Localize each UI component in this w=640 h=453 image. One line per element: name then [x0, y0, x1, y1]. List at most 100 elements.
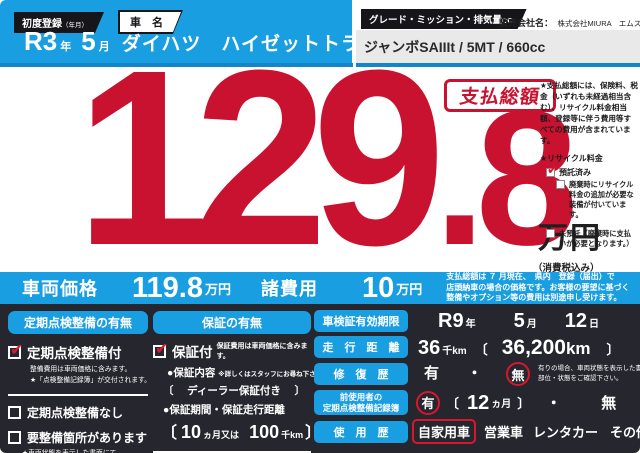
maintenance-with-row: ✔ 定期点検整備付: [8, 342, 148, 362]
warranty-content-label: ●保証内容: [167, 367, 216, 379]
recycle-fee-title: ★リサイクル料金: [540, 154, 603, 163]
record-months-unit: ヵ月: [491, 399, 512, 411]
maintenance-divider: [8, 394, 148, 397]
fees-unit: 万円: [396, 281, 423, 297]
bracket-open: 〔: [161, 425, 178, 442]
fees-value: 10: [362, 271, 395, 304]
mileage-row: 走 行 距 離 36 千km 〔 36,200 km 〕: [314, 336, 636, 358]
vehicle-details: 車検証有効期限 R9 年 5 月 12 日 走 行 距 離 36 千km 〔 3…: [314, 310, 640, 448]
first-reg-year: R3: [24, 26, 58, 56]
price-row-note: 支払総額は ７ 月現在、 県内 登録（届出）で 店頭納車の場合の価格です。お客様…: [446, 272, 629, 304]
price-row-note-line2: 店頭納車の場合の価格です。お客様の要望に基づく: [446, 282, 630, 292]
mileage-thousand-unit: 千km: [442, 345, 467, 357]
vehicle-price-value: 119.8: [132, 271, 203, 304]
warranty-panel-title: 保証の有無: [153, 311, 311, 334]
seller-label: 販売会社名：: [499, 18, 554, 28]
seller-name: 株式会社MIURA エムステーション: [557, 19, 640, 28]
warranty-km-unit: 千km: [281, 430, 304, 440]
fees-label: 諸費用: [261, 279, 318, 299]
maintenance-needs-checkbox[interactable]: [8, 431, 21, 445]
bracket-close: 〕: [517, 396, 531, 412]
maintenance-without-checkbox[interactable]: [8, 406, 21, 420]
repair-no-selected-circle: 無: [506, 362, 531, 386]
bracket-open: 〔: [474, 341, 488, 357]
usage-option-rental: レンタカー: [533, 425, 599, 441]
first-registration-badge-sub: （年月）: [62, 22, 88, 29]
maintenance-with-note1: 整備費用は車両価格に含みます。: [30, 366, 132, 373]
first-reg-month: 5: [81, 26, 96, 56]
warranty-divider: [153, 451, 311, 453]
total-price-decimal: .8: [434, 70, 578, 285]
total-price-unit: 万円: [538, 222, 602, 255]
mileage-value: 36 千km 〔 36,200 km 〕: [408, 337, 636, 358]
repair-history-label: 修 復 歴: [314, 363, 408, 385]
vehicle-price-unit: 万円: [204, 281, 231, 297]
dot-separator: ・: [546, 395, 562, 413]
inspection-expiry-value: R9 年 5 月 12 日: [408, 311, 636, 331]
mileage-label: 走 行 距 離: [314, 336, 408, 358]
recycle-not-deposited-checkbox[interactable]: [546, 229, 555, 239]
warranty-content-line: ●保証内容 ※詳しくはスタッフにお尋ね下さい。: [167, 365, 329, 380]
repair-yes: 有: [424, 365, 440, 382]
maintenance-without-label: 定期点検整備なし: [27, 406, 124, 421]
mileage-exact: 36,200: [501, 335, 566, 359]
warranty-period-values: 〔 10 ヵ月又は 100 千km 〕: [161, 419, 321, 443]
maintenance-record-row: 前使用者の 定期点検整備記録簿 有 〔 12 ヵ月 〕 ・ 無: [314, 390, 636, 416]
maintenance-needs-row: 要整備箇所があります: [8, 429, 148, 446]
car-name-badge: 車 名: [118, 10, 183, 34]
inspection-month: 5: [513, 310, 525, 332]
maintenance-with-checkbox[interactable]: ✔: [8, 342, 23, 359]
warranty-with-note: 保証費用は車両価格に含みます。: [216, 343, 308, 360]
warranty-with-label: 保証付: [172, 345, 213, 360]
inspection-expiry-label: 車検証有効期限: [314, 310, 408, 332]
check-icon: ✔: [10, 341, 24, 359]
maintenance-record-label: 前使用者の 定期点検整備記録簿: [314, 390, 408, 416]
total-price-unit-block: 万円 （消費税込み）: [533, 213, 638, 274]
header-left: 初度登録（年月） 車 名 R3 年 5 月 ダイハツ ハイゼットトラック: [0, 0, 400, 67]
year-unit: 年: [60, 41, 72, 53]
price-breakdown-row: 車両価格 119.8 万円 諸費用 10 万円 支払総額は ７ 月現在、 県内 …: [0, 272, 640, 304]
repair-history-row: 修 復 歴 有 ・ 無 有りの場合、車両状態を表示した書面にて、 部位・状態をご…: [314, 362, 640, 386]
bottom-section: 定期点検整備の有無 ✔ 定期点検整備付 整備費用は車両価格に含みます。 ★「点検…: [0, 304, 640, 453]
recycle-extra-checkbox[interactable]: [556, 180, 565, 189]
check-icon: ✔: [547, 162, 558, 177]
recycle-deposited-checkbox[interactable]: ✔: [546, 162, 558, 177]
repair-note: 有りの場合、車両状態を表示した書面にて、 部位・状態をご確認下さい。: [538, 364, 640, 384]
first-registration-badge: 初度登録（年月）: [14, 12, 104, 33]
usage-history-row: 使 用 歴 自家用車 営業車 レンタカー その他: [314, 419, 640, 445]
repair-no: 無: [511, 367, 525, 383]
car-name: ダイハツ ハイゼットトラック: [121, 34, 401, 55]
inspection-year: R9: [438, 310, 464, 332]
first-registration-badge-label: 初度登録: [22, 19, 62, 30]
record-yes-selected-circle: 有: [416, 390, 440, 415]
registration-line: R3 年 5 月 ダイハツ ハイゼットトラック: [24, 26, 401, 57]
usage-history-value: 自家用車 営業車 レンタカー その他: [408, 419, 640, 445]
side-notes: ★支払総額には、保険料、税金（いずれも未経過相当含む）、リサイクル料金相当額、登…: [540, 80, 638, 249]
record-yes: 有: [421, 396, 435, 412]
maintenance-record-value: 有 〔 12 ヵ月 〕 ・ 無: [408, 390, 636, 415]
warranty-with-row: ✔ 保証付 保証費用は車両価格に含みます。: [153, 341, 311, 361]
vehicle-price-label: 車両価格: [22, 279, 98, 299]
seller-info: 販売会社名： 株式会社MIURA エムステーション: [499, 13, 640, 31]
total-price-amount: 129 .8: [76, 18, 578, 297]
inspection-month-unit: 月: [526, 319, 537, 330]
tax-included-note: （消費税込み）: [533, 263, 600, 274]
warranty-km: 100: [249, 422, 280, 442]
recycle-extra-row: 廃棄時にリサイクル料金の追加が必要な装備が付いています。: [556, 180, 638, 220]
grade-badge: グレード・ミッション・排気量cc: [361, 9, 527, 29]
warranty-period-label: ●保証期間・保証走行距離: [163, 404, 285, 416]
inspection-day-unit: 日: [588, 319, 599, 330]
warranty-content-note: ※詳しくはスタッフにお尋ね下さい。: [218, 371, 329, 378]
maintenance-panel: 定期点検整備の有無 ✔ 定期点検整備付 整備費用は車両価格に含みます。 ★「点検…: [8, 311, 151, 453]
check-icon: ✔: [155, 340, 169, 358]
warranty-with-checkbox[interactable]: ✔: [153, 341, 168, 358]
bracket-open: 〔: [163, 385, 174, 397]
warranty-content-value-row: 〔 ディーラー保証付き 〕: [163, 383, 305, 398]
mileage-exact-unit: km: [565, 338, 591, 358]
repair-history-value: 有 ・ 無 有りの場合、車両状態を表示した書面にて、 部位・状態をご確認下さい。: [408, 362, 640, 386]
recycle-not-deposited-row: 未預託（廃棄時に支払いが必要となります。）: [546, 229, 638, 249]
header-right: グレード・ミッション・排気量cc 販売会社名： 株式会社MIURA エムステーシ…: [356, 0, 640, 67]
total-price-integer: 129: [76, 18, 446, 297]
maintenance-record-label-line1: 前使用者の: [339, 392, 383, 402]
